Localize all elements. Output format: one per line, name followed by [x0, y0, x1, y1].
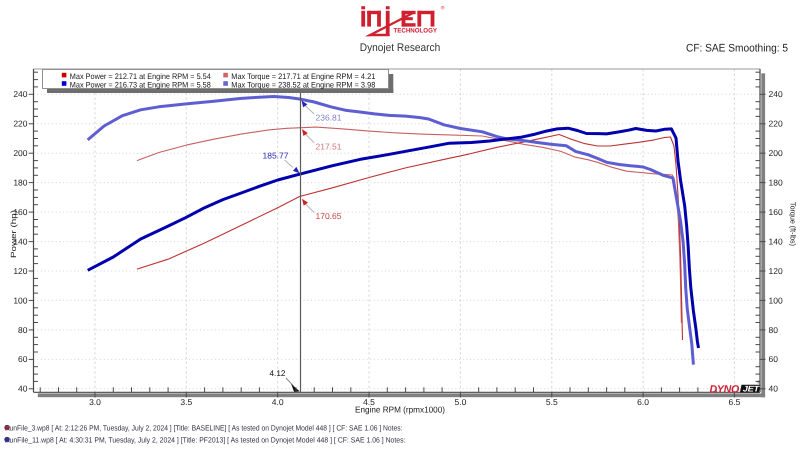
svg-text:Dynojet Research: Dynojet Research — [360, 42, 441, 54]
svg-text:80: 80 — [769, 325, 779, 335]
svg-text:160: 160 — [13, 207, 27, 217]
svg-text:Max Power = 216.73 at Engine R: Max Power = 216.73 at Engine RPM = 5.58 — [70, 81, 212, 90]
svg-text:120: 120 — [13, 266, 27, 276]
svg-text:3.0: 3.0 — [89, 397, 101, 407]
svg-text:160: 160 — [769, 207, 783, 217]
svg-text:Power (hp): Power (hp) — [9, 209, 18, 258]
svg-text:6.5: 6.5 — [728, 397, 740, 407]
svg-text:180: 180 — [769, 178, 783, 188]
svg-text:unFile_3.wp8 [ At: 2:12:26 PM,: unFile_3.wp8 [ At: 2:12:26 PM, Tuesday, … — [10, 423, 403, 432]
svg-text:80: 80 — [18, 325, 28, 335]
svg-text:220: 220 — [13, 119, 27, 129]
svg-text:185.77: 185.77 — [263, 151, 289, 161]
svg-text:JET: JET — [743, 385, 760, 394]
svg-text:60: 60 — [769, 354, 779, 364]
svg-text:DYNO: DYNO — [710, 384, 740, 396]
svg-text:60: 60 — [18, 354, 28, 364]
svg-text:100: 100 — [13, 295, 27, 305]
svg-text:®: ® — [757, 380, 761, 385]
svg-text:200: 200 — [769, 148, 783, 158]
svg-text:200: 200 — [13, 148, 27, 158]
svg-text:R: R — [5, 423, 11, 432]
svg-text:4.0: 4.0 — [272, 397, 284, 407]
svg-text:120: 120 — [769, 266, 783, 276]
svg-text:Max Torque = 238.52 at Engine: Max Torque = 238.52 at Engine RPM = 3.98 — [231, 81, 376, 90]
svg-text:4.12: 4.12 — [270, 369, 286, 378]
svg-text:®: ® — [441, 6, 445, 12]
svg-text:TECHNOLOGY: TECHNOLOGY — [394, 28, 438, 35]
svg-text:Torque (ft-lbs): Torque (ft-lbs) — [789, 202, 798, 246]
svg-text:236.81: 236.81 — [316, 113, 342, 123]
svg-text:170.65: 170.65 — [316, 211, 342, 221]
svg-text:4.5: 4.5 — [363, 397, 375, 407]
svg-text:140: 140 — [769, 237, 783, 247]
svg-text:R: R — [5, 435, 11, 444]
svg-text:5.0: 5.0 — [454, 397, 466, 407]
svg-text:5.5: 5.5 — [546, 397, 558, 407]
svg-text:40: 40 — [769, 384, 779, 394]
svg-text:3.5: 3.5 — [180, 397, 192, 407]
svg-text:220: 220 — [769, 119, 783, 129]
svg-text:Max Power = 212.71 at Engine R: Max Power = 212.71 at Engine RPM = 5.54 — [70, 72, 212, 81]
svg-text:CF: SAE Smoothing: 5: CF: SAE Smoothing: 5 — [686, 43, 788, 55]
svg-text:6.0: 6.0 — [637, 397, 649, 407]
svg-text:Max Torque = 217.71 at Engine: Max Torque = 217.71 at Engine RPM = 4.21 — [231, 72, 376, 81]
svg-text:217.51: 217.51 — [316, 142, 342, 152]
svg-text:Engine RPM (rpmx1000): Engine RPM (rpmx1000) — [355, 405, 445, 415]
svg-text:unFile_11.wp8 [ At: 4:30:31 PM: unFile_11.wp8 [ At: 4:30:31 PM, Tuesday,… — [10, 435, 406, 444]
svg-text:140: 140 — [13, 237, 27, 247]
svg-text:40: 40 — [18, 384, 28, 394]
svg-text:100: 100 — [769, 295, 783, 305]
svg-text:240: 240 — [769, 89, 783, 99]
svg-text:180: 180 — [13, 178, 27, 188]
svg-text:240: 240 — [13, 89, 27, 99]
